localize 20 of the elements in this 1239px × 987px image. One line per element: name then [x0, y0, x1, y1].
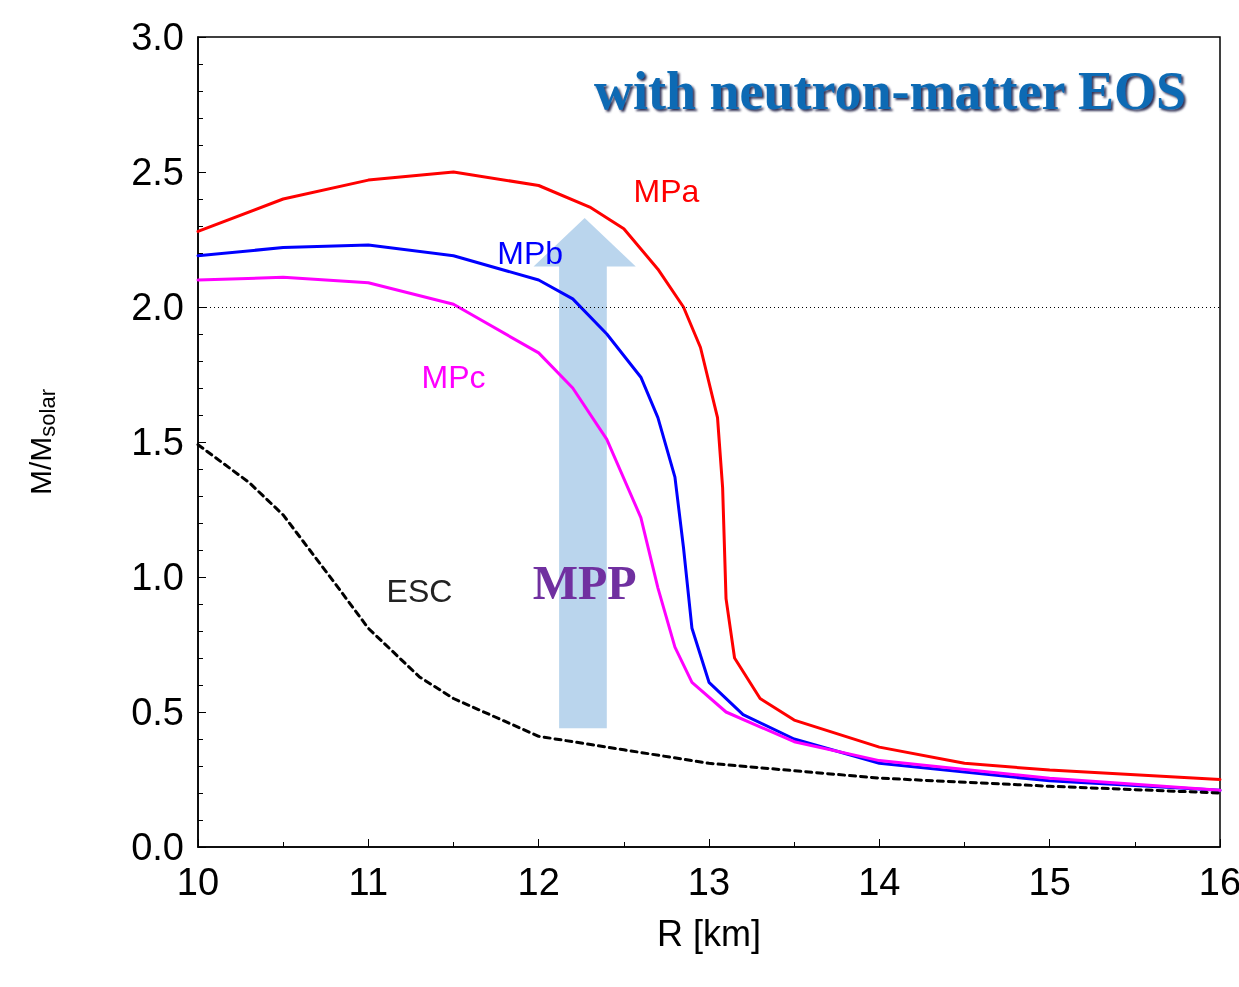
- y-tick-label: 1.0: [131, 556, 184, 598]
- series-label: MPc: [421, 359, 486, 396]
- x-tick-label: 15: [1028, 861, 1071, 903]
- x-tick-label: 16: [1198, 861, 1239, 903]
- x-tick-label: 14: [858, 861, 901, 903]
- annotation: MPP: [532, 555, 637, 609]
- y-tick-label: 0.5: [131, 691, 184, 733]
- series-label: MPa: [633, 172, 700, 209]
- x-tick-label: 13: [687, 861, 731, 903]
- y-tick-label: 1.5: [131, 421, 184, 463]
- y-axis-title: M/Msolar: [23, 389, 60, 496]
- x-tick-label: 11: [348, 861, 389, 903]
- y-tick-label: 2.5: [131, 151, 184, 193]
- annotation: with neutron-matter EOS: [593, 61, 1186, 121]
- x-axis-title: R [km]: [657, 912, 761, 954]
- x-tick-label: 12: [517, 861, 560, 903]
- series-label: MPb: [497, 235, 564, 271]
- y-tick-label: 2.0: [131, 286, 184, 328]
- y-tick-label: 3.0: [131, 16, 184, 58]
- series-label: ESC: [386, 572, 453, 609]
